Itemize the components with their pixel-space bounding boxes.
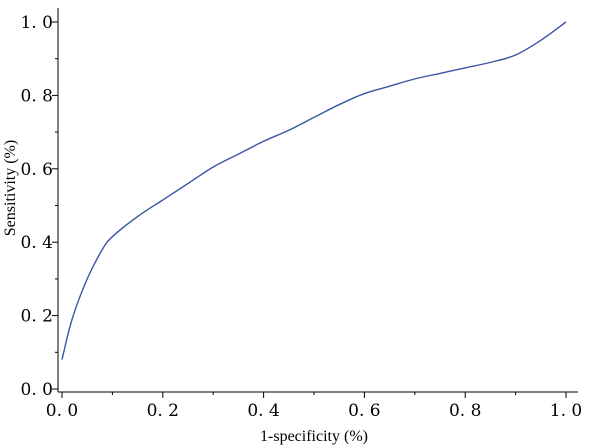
y-tick-label: 0. 4 — [21, 233, 53, 253]
x-tick-label: 0. 4 — [247, 401, 279, 421]
y-tick-label: 1. 0 — [21, 13, 53, 33]
y-tick-label: 0. 6 — [21, 160, 53, 180]
x-tick-label: 1. 0 — [550, 401, 582, 421]
x-axis-label: 1-specificity (%) — [260, 428, 368, 445]
roc-curve-line — [61, 21, 567, 360]
x-tick-label: 0. 8 — [449, 401, 481, 421]
x-tick-label: 0. 6 — [348, 401, 380, 421]
x-tick-label: 0. 2 — [147, 401, 179, 421]
y-ticks: 0. 0 0. 2 0. 4 0. 6 0. 8 1. 0 — [21, 13, 58, 400]
y-tick-label: 0. 0 — [21, 380, 53, 400]
series-layer — [61, 21, 567, 360]
x-tick-label: 0. 0 — [46, 401, 78, 421]
y-tick-label: 0. 8 — [21, 86, 53, 106]
y-axis-label: Sensitivity (%) — [2, 140, 19, 236]
x-ticks: 0. 0 0. 2 0. 4 0. 6 0. 8 1. 0 — [46, 392, 582, 421]
axes — [57, 8, 578, 393]
y-tick-label: 0. 2 — [21, 307, 53, 327]
